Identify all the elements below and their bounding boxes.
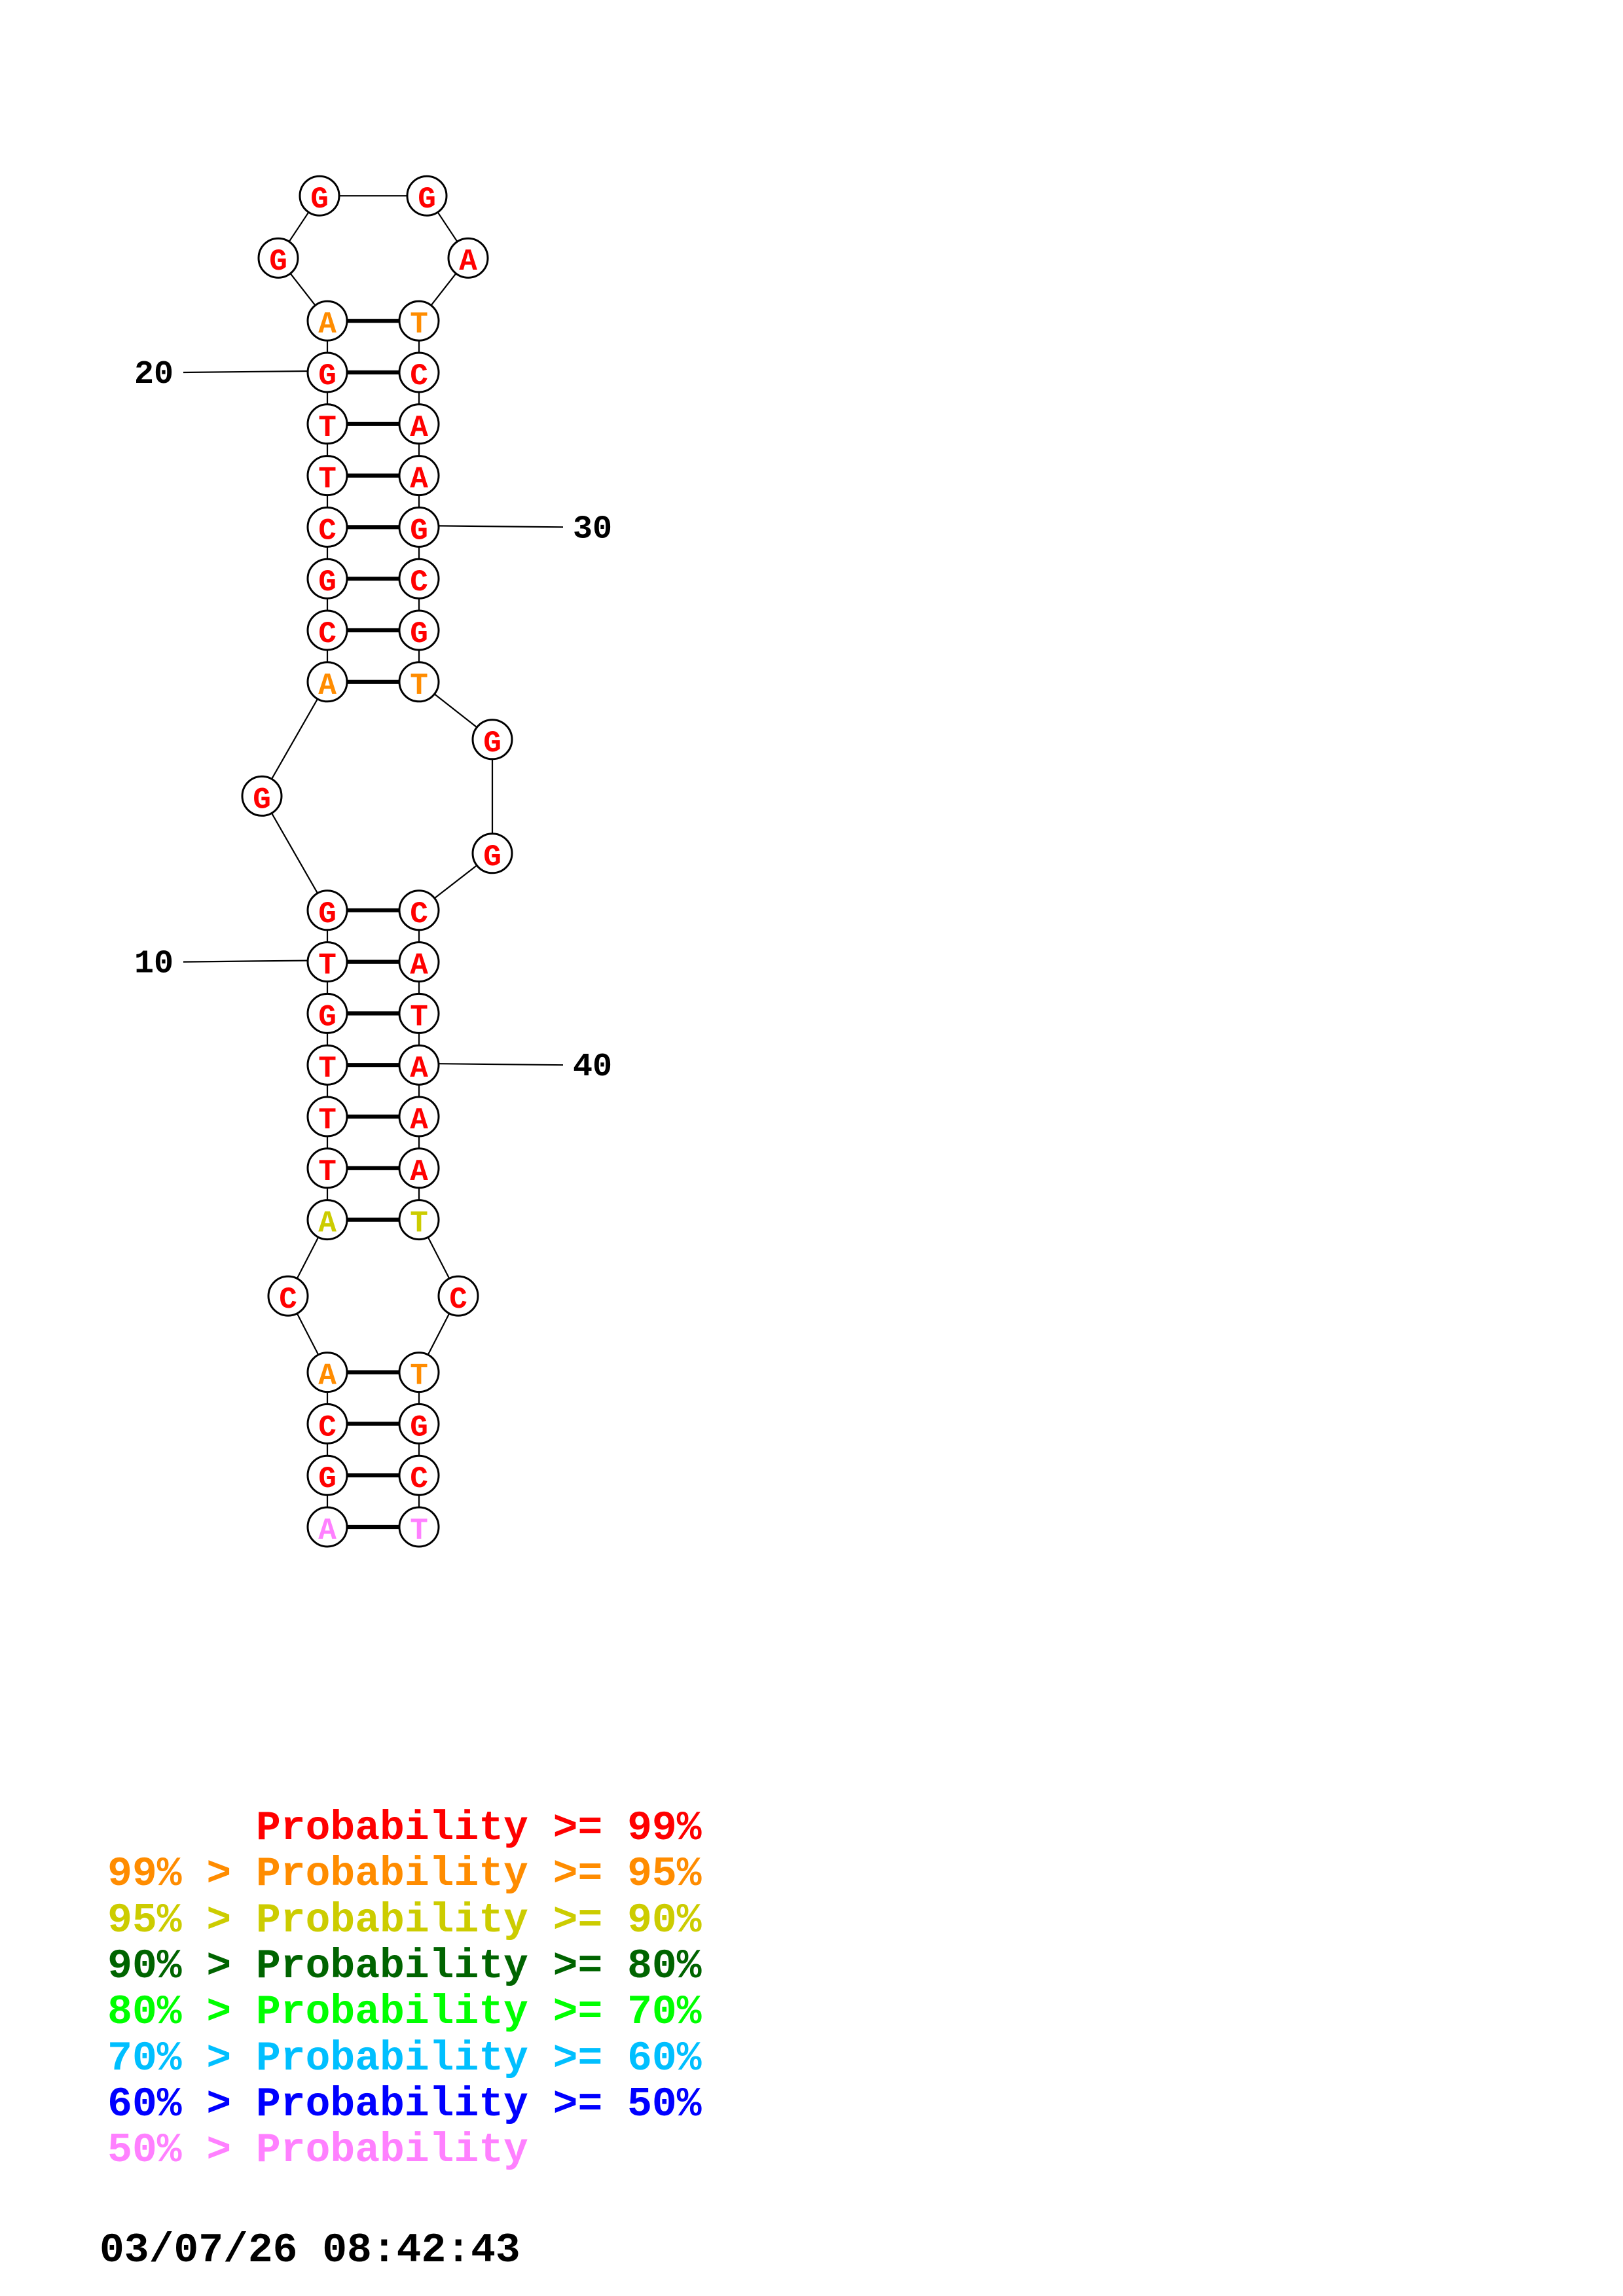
svg-text:A: A	[459, 245, 477, 279]
svg-text:G: G	[318, 565, 337, 600]
svg-text:C: C	[410, 565, 428, 600]
svg-text:G: G	[310, 183, 329, 217]
svg-text:G: G	[318, 359, 337, 393]
svg-text:40: 40	[573, 1049, 612, 1086]
svg-text:G: G	[483, 726, 501, 761]
svg-text:A: A	[410, 1052, 428, 1086]
svg-text:G: G	[418, 183, 436, 217]
svg-text:C: C	[410, 1462, 428, 1496]
svg-text:T: T	[318, 411, 337, 445]
svg-text:A: A	[410, 1155, 428, 1189]
svg-text:G: G	[318, 897, 337, 931]
svg-text:A: A	[410, 411, 428, 445]
svg-text:C: C	[279, 1283, 297, 1317]
svg-text:A: A	[410, 1103, 428, 1138]
svg-text:G: G	[253, 783, 271, 817]
svg-text:A: A	[410, 463, 428, 497]
svg-text:G: G	[269, 245, 287, 279]
svg-text:A: A	[318, 308, 337, 342]
svg-text:T: T	[318, 1052, 337, 1086]
svg-text:20: 20	[134, 356, 173, 393]
svg-text:T: T	[410, 1359, 428, 1393]
svg-text:A: A	[318, 669, 337, 703]
svg-text:G: G	[410, 1410, 428, 1444]
svg-text:A: A	[318, 1359, 337, 1393]
svg-text:A: A	[318, 1207, 337, 1241]
svg-text:G: G	[318, 1000, 337, 1034]
svg-text:A: A	[318, 1514, 337, 1548]
svg-text:C: C	[410, 359, 428, 393]
svg-text:C: C	[318, 1410, 337, 1444]
svg-text:T: T	[318, 463, 337, 497]
svg-text:T: T	[318, 1155, 337, 1189]
svg-text:T: T	[410, 1207, 428, 1241]
svg-text:G: G	[483, 840, 501, 874]
svg-text:C: C	[410, 897, 428, 931]
svg-text:T: T	[318, 1103, 337, 1138]
svg-text:G: G	[410, 514, 428, 548]
svg-text:T: T	[318, 949, 337, 983]
svg-text:C: C	[318, 617, 337, 651]
svg-text:T: T	[410, 1000, 428, 1034]
svg-text:30: 30	[573, 511, 612, 548]
svg-text:G: G	[410, 617, 428, 651]
svg-text:C: C	[449, 1283, 467, 1317]
svg-text:C: C	[318, 514, 337, 548]
svg-text:10: 10	[134, 946, 173, 983]
svg-text:T: T	[410, 1514, 428, 1548]
svg-text:T: T	[410, 669, 428, 703]
svg-text:T: T	[410, 308, 428, 342]
svg-text:G: G	[318, 1462, 337, 1496]
svg-text:A: A	[410, 949, 428, 983]
